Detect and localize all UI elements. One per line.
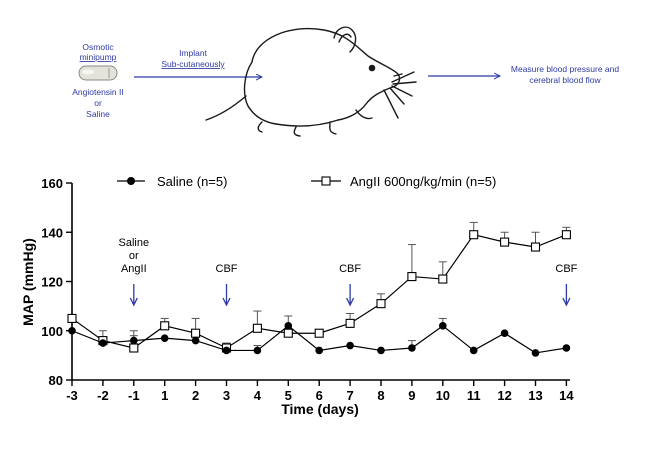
data-point <box>346 341 354 350</box>
x-tick-label: 6 <box>316 388 323 403</box>
y-tick-label: 120 <box>41 275 63 290</box>
annotation-label: CBF <box>339 263 361 275</box>
measure-label-line1: Measure blood pressure and <box>511 64 619 74</box>
x-tick-label: 9 <box>408 388 415 403</box>
data-point <box>314 328 324 338</box>
data-point <box>160 334 169 342</box>
series-angii <box>67 221 571 353</box>
data-point <box>283 328 293 338</box>
data-point <box>68 326 76 335</box>
data-point <box>345 318 355 328</box>
data-point <box>500 329 509 338</box>
x-tick-label: -3 <box>66 388 78 403</box>
data-point <box>191 328 201 338</box>
data-point <box>376 299 386 309</box>
annotation-label: CBF <box>216 263 238 275</box>
y-tick-label: 80 <box>49 373 63 388</box>
data-point <box>130 336 138 345</box>
implant-label-line2: Sub-cutaneously <box>161 59 225 69</box>
annotation-label: Saline <box>119 237 150 249</box>
x-tick-label: 14 <box>559 388 574 403</box>
data-point <box>191 336 200 345</box>
y-axis-label: MAP (mmHg) <box>20 238 36 326</box>
data-point <box>99 339 107 347</box>
x-tick-label: 4 <box>254 388 262 403</box>
data-point <box>222 346 231 355</box>
x-tick-label: 10 <box>436 388 450 403</box>
annotation-arrow-head <box>346 297 355 307</box>
rat-icon <box>205 26 417 137</box>
data-point <box>377 346 385 355</box>
data-point <box>284 322 293 330</box>
legend-angii-marker <box>321 176 331 186</box>
pump-label-line2: minipump <box>80 52 117 62</box>
annotation-arrow-head <box>562 297 571 307</box>
data-point <box>408 344 416 352</box>
y-axis-ticks: 80 100 120 140 160 <box>41 176 72 388</box>
data-point <box>67 313 77 323</box>
data-point <box>439 322 447 330</box>
drug-label-line3: Saline <box>86 109 110 119</box>
x-tick-label: 1 <box>161 388 168 403</box>
data-point <box>438 274 448 284</box>
annotation-label: CBF <box>555 263 577 275</box>
annotation-arrow-head <box>129 297 138 307</box>
x-tick-label: 7 <box>346 388 353 403</box>
legend: Saline (n=5) AngII 600ng/kg/min (n=5) <box>117 174 496 189</box>
x-tick-label: 3 <box>223 388 230 403</box>
data-point <box>407 272 417 282</box>
data-point <box>531 349 540 357</box>
data-point <box>469 346 478 355</box>
legend-saline-marker <box>127 177 135 185</box>
y-tick-label: 100 <box>41 324 63 339</box>
x-tick-label: 11 <box>467 388 481 403</box>
annotation-label: or <box>129 250 139 262</box>
x-tick-label: 2 <box>192 388 199 403</box>
data-point <box>252 323 262 333</box>
x-tick-label: 12 <box>497 388 511 403</box>
x-axis-label: Time (days) <box>281 401 359 417</box>
y-tick-label: 160 <box>41 176 63 191</box>
pump-label-line1: Osmotic <box>82 42 114 52</box>
data-point <box>530 242 541 252</box>
implant-label-line1: Implant <box>179 48 208 58</box>
legend-angii-label: AngII 600ng/kg/min (n=5) <box>350 174 496 189</box>
data-point <box>160 321 170 331</box>
map-chart: Saline (n=5) AngII 600ng/kg/min (n=5) 80… <box>20 174 578 417</box>
x-tick-label: 5 <box>285 388 292 403</box>
experiment-schematic: Osmotic minipump Angiotensin II or Salin… <box>72 26 619 137</box>
x-axis-ticks: -3 -2 -1 1 2 3 4 5 6 7 8 9 10 11 12 13 14 <box>66 380 574 403</box>
data-point <box>469 230 479 240</box>
data-point <box>562 344 571 352</box>
annotation-label: AngII <box>121 263 147 275</box>
y-tick-label: 140 <box>41 225 63 240</box>
minipump-icon <box>78 65 118 81</box>
annotation-arrow-head <box>222 297 231 307</box>
series-saline <box>68 317 571 357</box>
data-point <box>561 230 571 240</box>
drug-label-line2: or <box>94 98 102 108</box>
x-tick-label: -1 <box>128 388 140 403</box>
measure-label-line2: cerebral blood flow <box>529 75 601 85</box>
x-tick-label: 8 <box>377 388 384 403</box>
legend-saline-label: Saline (n=5) <box>157 174 227 189</box>
x-tick-label: 13 <box>528 388 542 403</box>
series-layer <box>67 221 571 357</box>
x-tick-label: -2 <box>97 388 109 403</box>
data-point <box>500 237 510 247</box>
drug-label-line1: Angiotensin II <box>72 87 124 97</box>
data-point <box>315 346 324 355</box>
data-point <box>253 346 262 355</box>
data-point <box>129 343 139 353</box>
